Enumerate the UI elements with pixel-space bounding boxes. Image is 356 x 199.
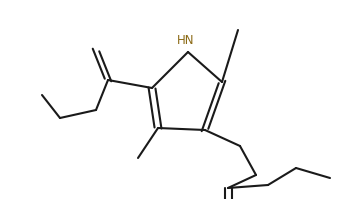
Text: HN: HN <box>177 34 195 47</box>
